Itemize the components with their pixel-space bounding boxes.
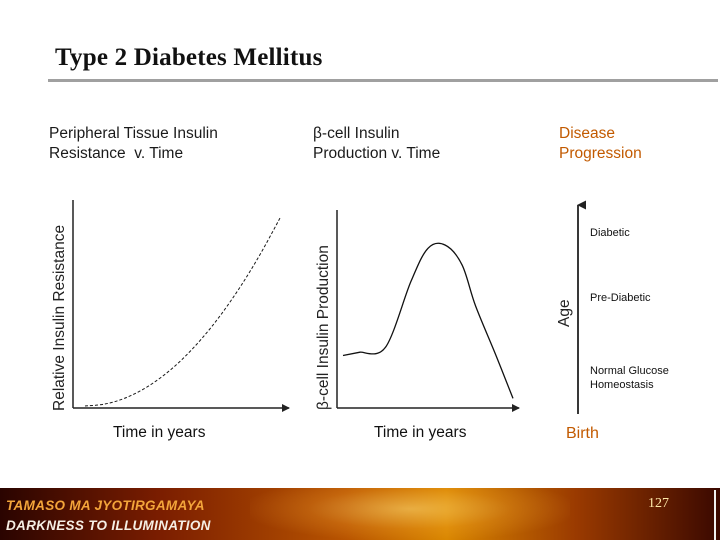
panel2-xlabel: Time in years — [374, 424, 467, 441]
panel2-title: β-cell Insulin Production v. Time — [313, 125, 441, 162]
panel2-series-line — [342, 242, 514, 399]
panel1-series-line — [84, 217, 281, 407]
title-underline — [48, 79, 718, 82]
stage-normal-glucose-homeostasis: Normal Glucose Homeostasis — [590, 365, 669, 391]
footer-banner: TAMASO MA JYOTIRGAMAYA DARKNESS TO ILLUM… — [0, 488, 720, 540]
stage-diabetic: Diabetic — [590, 227, 630, 239]
birth-label: Birth — [566, 425, 599, 442]
stage-pre-diabetic: Pre-Diabetic — [590, 292, 651, 304]
footer-motto-line2: DARKNESS TO ILLUMINATION — [6, 518, 211, 533]
panel1-title: Peripheral Tissue Insulin Resistance v. … — [49, 125, 218, 162]
page-number: 127 — [648, 496, 669, 511]
slide-title: Type 2 Diabetes Mellitus — [55, 44, 323, 71]
panel3-title: Disease Progression — [559, 125, 642, 162]
panel1-xlabel: Time in years — [113, 424, 206, 441]
footer-motto-line1: TAMASO MA JYOTIRGAMAYA — [6, 498, 205, 513]
right-edge-marker — [714, 490, 716, 540]
footer-glow — [250, 488, 570, 540]
